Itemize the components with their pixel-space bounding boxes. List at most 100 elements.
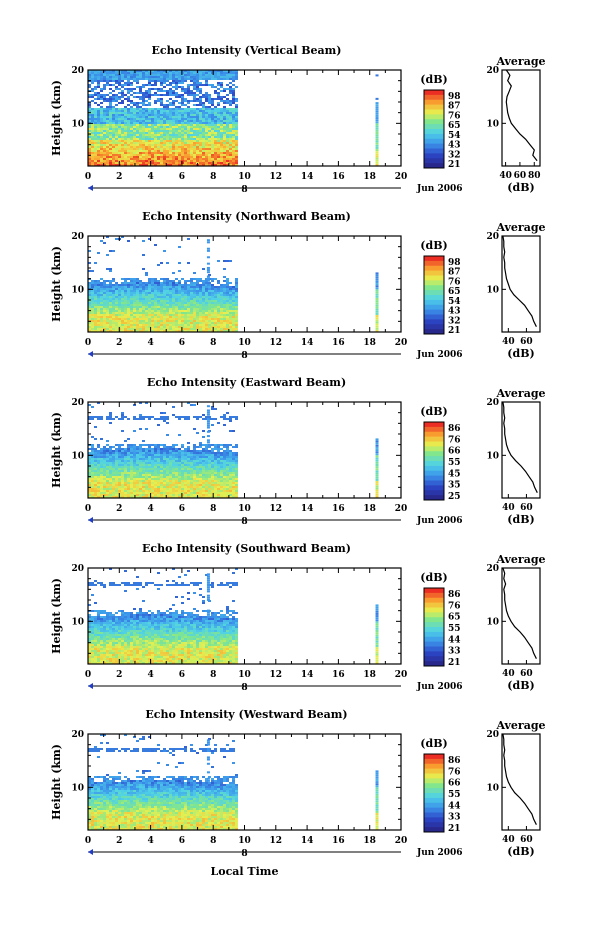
heatmap-cell xyxy=(187,114,190,116)
heatmap-cell xyxy=(178,464,181,466)
heatmap-cell xyxy=(229,494,232,496)
colorbar-segment xyxy=(424,90,444,95)
heatmap-cell xyxy=(211,490,214,492)
heatmap-cell xyxy=(109,480,112,482)
heatmap-cell xyxy=(229,298,232,300)
heatmap-cell xyxy=(118,484,121,486)
heatmap-cell xyxy=(196,138,199,140)
heatmap-cell xyxy=(100,450,103,452)
heatmap-cell xyxy=(229,314,232,316)
heatmap-cell xyxy=(223,454,226,456)
heatmap-cell xyxy=(109,134,112,136)
heatmap-cell xyxy=(229,140,232,142)
heatmap-cell xyxy=(214,110,217,112)
heatmap-cell xyxy=(376,296,379,298)
heatmap-cell xyxy=(112,490,115,492)
heatmap-cell xyxy=(94,326,97,328)
heatmap-cell xyxy=(133,324,136,326)
heatmap-cell xyxy=(142,108,145,110)
heatmap-cell xyxy=(97,98,100,100)
heatmap-cell xyxy=(181,290,184,292)
heatmap-cell xyxy=(229,74,232,76)
heatmap-cell xyxy=(217,296,220,298)
heatmap-cell xyxy=(202,118,205,120)
x-tick-label: 16 xyxy=(332,338,345,348)
heatmap-cell xyxy=(106,464,109,466)
heatmap-cell xyxy=(103,492,106,494)
heatmap-cell xyxy=(97,112,100,114)
heatmap-cell xyxy=(175,122,178,124)
heatmap-cell xyxy=(94,456,97,458)
heatmap-cell xyxy=(184,302,187,304)
heatmap-cell xyxy=(148,298,151,300)
heatmap-cell xyxy=(130,138,133,140)
heatmap-cell xyxy=(118,136,121,138)
heatmap-cell xyxy=(220,146,223,148)
heatmap-cell xyxy=(112,464,115,466)
heatmap-cell xyxy=(217,472,220,474)
heatmap-cell xyxy=(232,118,235,120)
heatmap-cell xyxy=(91,284,94,286)
heatmap-cell xyxy=(142,284,145,286)
heatmap-cell xyxy=(97,108,100,110)
heatmap-cell xyxy=(229,102,232,104)
x-tick-label: 12 xyxy=(270,172,283,182)
heatmap-cell xyxy=(118,456,121,458)
heatmap-cell xyxy=(205,300,208,302)
heatmap-cell xyxy=(118,294,121,296)
heatmap-cell xyxy=(136,472,139,474)
heatmap-cell xyxy=(148,136,151,138)
heatmap-cell xyxy=(172,298,175,300)
heatmap-cell xyxy=(214,326,217,328)
heatmap-cell xyxy=(202,136,205,138)
heatmap-cell xyxy=(148,142,151,144)
heatmap-cell xyxy=(100,306,103,308)
heatmap-cell xyxy=(154,88,157,90)
heatmap-cell xyxy=(223,476,226,478)
average-x-label: (dB) xyxy=(507,347,534,360)
heatmap-cell xyxy=(115,476,118,478)
heatmap-cell xyxy=(163,148,166,150)
heatmap-cell xyxy=(133,490,136,492)
heatmap-cell xyxy=(205,108,208,110)
heatmap-cell xyxy=(226,464,229,466)
heatmap-cell xyxy=(163,492,166,494)
heatmap-cell xyxy=(205,462,208,464)
heatmap-cell xyxy=(196,306,199,308)
heatmap-cell xyxy=(184,280,187,282)
heatmap-cell xyxy=(136,150,139,152)
heatmap-cell xyxy=(175,96,178,98)
heatmap-cell xyxy=(157,452,160,454)
colorbar-segment xyxy=(424,95,444,100)
heatmap-cell xyxy=(214,126,217,128)
heatmap-cell xyxy=(205,292,208,294)
heatmap-cell xyxy=(226,156,229,158)
heatmap-cell xyxy=(106,108,109,110)
heatmap-cell xyxy=(154,486,157,488)
heatmap-cell xyxy=(196,82,199,84)
heatmap-cell xyxy=(235,118,238,120)
heatmap-cell xyxy=(112,90,115,92)
heatmap-cell xyxy=(115,98,118,100)
heatmap-cell xyxy=(109,316,112,318)
heatmap-cell xyxy=(145,150,148,152)
heatmap-cell xyxy=(211,100,214,102)
heatmap-cell xyxy=(160,262,163,264)
heatmap-cell xyxy=(121,128,124,130)
heatmap-cell xyxy=(118,316,121,318)
heatmap-cell xyxy=(166,92,169,94)
heatmap-cell xyxy=(169,488,172,490)
heatmap-cell xyxy=(94,310,97,312)
heatmap-cell xyxy=(109,292,112,294)
heatmap-cell xyxy=(235,132,238,134)
heatmap-cell xyxy=(229,156,232,158)
heatmap-cell xyxy=(112,126,115,128)
heatmap-cell xyxy=(376,287,379,289)
heatmap-cell xyxy=(232,128,235,130)
heatmap-cell xyxy=(226,290,229,292)
heatmap-cell xyxy=(106,294,109,296)
heatmap-cell xyxy=(115,308,118,310)
heatmap-cell xyxy=(94,72,97,74)
heatmap-cell xyxy=(91,486,94,488)
heatmap-cell xyxy=(109,472,112,474)
